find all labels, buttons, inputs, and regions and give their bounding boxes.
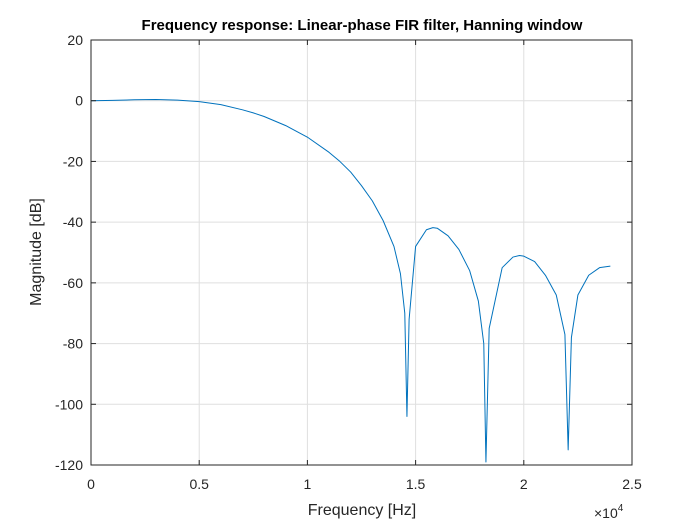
y-tick-labels: 20 0 -20 -40 -60 -80 -100 -120	[55, 32, 83, 473]
x-tick-label: 2.5	[622, 476, 642, 492]
y-tick-label: 0	[75, 93, 83, 109]
y-tick-label: -40	[63, 214, 83, 230]
x-tick-label: 2	[520, 476, 528, 492]
y-tick-label: -60	[63, 275, 83, 291]
x-axis-exponent-base: ×10	[594, 505, 618, 521]
y-tick-label: -120	[55, 457, 83, 473]
y-tick-label: -100	[55, 396, 83, 412]
y-tick-label: -80	[63, 336, 83, 352]
x-tick-label: 0	[87, 476, 95, 492]
x-axis-exponent-power: 4	[618, 503, 624, 514]
plot-area	[91, 40, 632, 465]
y-tick-label: 20	[67, 32, 83, 48]
x-tick-label: 0.5	[189, 476, 209, 492]
x-tick-labels: 0 0.5 1 1.5 2 2.5	[87, 476, 642, 492]
x-tick-label: 1.5	[406, 476, 426, 492]
x-axis-label: Frequency [Hz]	[308, 502, 416, 519]
magnitude-response-line	[90, 99, 611, 463]
x-axis-exponent: ×104	[594, 503, 624, 521]
data-layer	[90, 99, 611, 463]
ticks	[90, 39, 633, 466]
chart-title: Frequency response: Linear-phase FIR fil…	[142, 17, 583, 34]
x-tick-label: 1	[304, 476, 312, 492]
y-axis-label: Magnitude [dB]	[28, 198, 45, 306]
y-tick-label: -20	[63, 153, 83, 169]
axes-box	[90, 39, 633, 466]
